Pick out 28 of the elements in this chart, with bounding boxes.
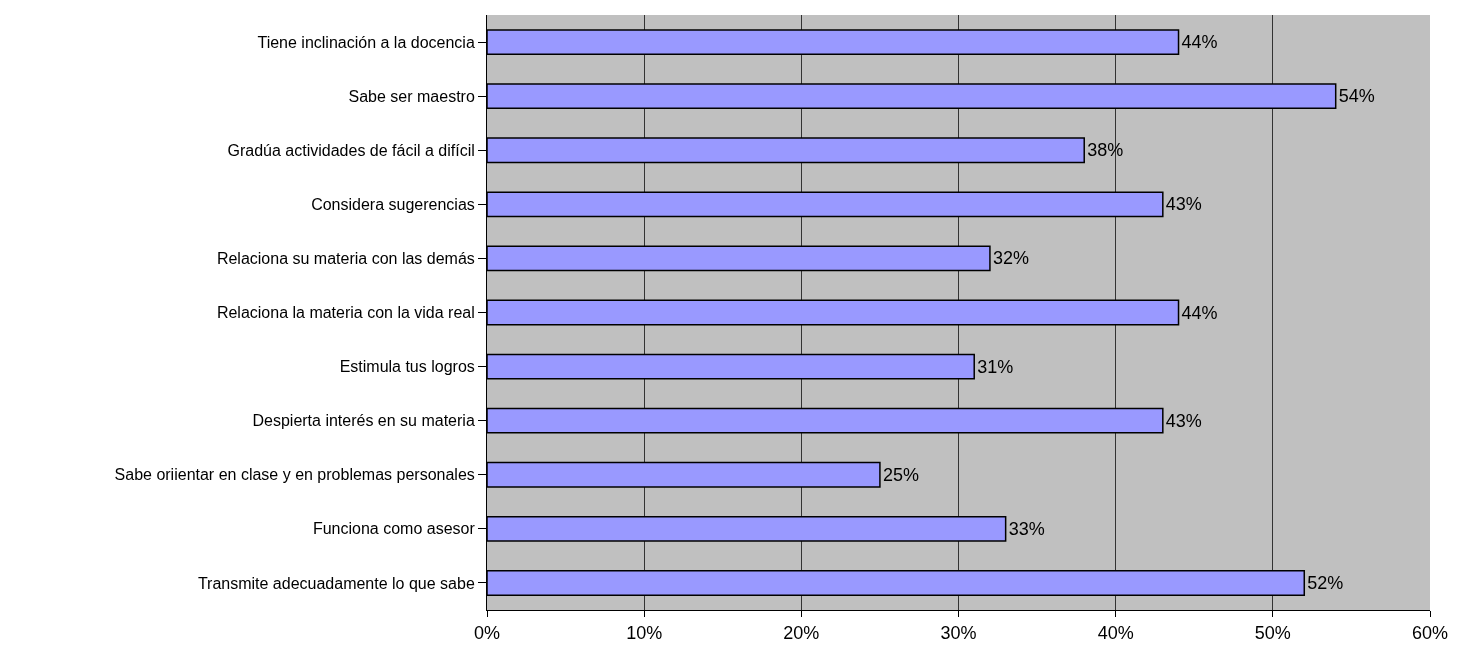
data-label: 43% — [1165, 410, 1202, 431]
x-tick-label: 50% — [1254, 622, 1291, 643]
x-tick-label: 40% — [1097, 622, 1134, 643]
y-tick-label: Relaciona su materia con las demás — [216, 250, 475, 268]
y-tick-label: Estimula tus logros — [339, 358, 475, 376]
data-label: 32% — [992, 248, 1029, 269]
y-tick-label: Gradúa actividades de fácil a difícil — [227, 141, 475, 159]
y-tick-label: Despierta interés en su materia — [252, 412, 475, 430]
x-tick-label: 0% — [473, 622, 501, 643]
data-label: 44% — [1181, 32, 1218, 53]
y-tick-label: Considera sugerencias — [311, 195, 475, 213]
y-tick-label: Tiene inclinación a la docencia — [257, 33, 475, 51]
data-label: 31% — [977, 356, 1014, 377]
y-tick-label: Funciona como asesor — [312, 520, 476, 538]
data-label: 25% — [882, 464, 919, 485]
x-tick-label: 10% — [626, 622, 663, 643]
y-tick-label: Sabe ser maestro — [348, 87, 475, 105]
data-label: 43% — [1165, 194, 1202, 215]
x-tick-label: 20% — [783, 622, 820, 643]
x-tick-label: 60% — [1411, 622, 1449, 643]
x-tick-label: 30% — [940, 622, 977, 643]
data-label: 54% — [1338, 86, 1375, 107]
data-label: 33% — [1008, 518, 1045, 539]
y-tick-label: Transmite adecuadamente lo que sabe — [197, 574, 475, 592]
y-tick-label: Sabe oriientar en clase y en problemas personales — [114, 466, 475, 484]
y-tick-label: Relaciona la materia con la vida real — [216, 304, 475, 322]
data-label: 44% — [1181, 302, 1218, 323]
data-label: 52% — [1307, 572, 1344, 593]
